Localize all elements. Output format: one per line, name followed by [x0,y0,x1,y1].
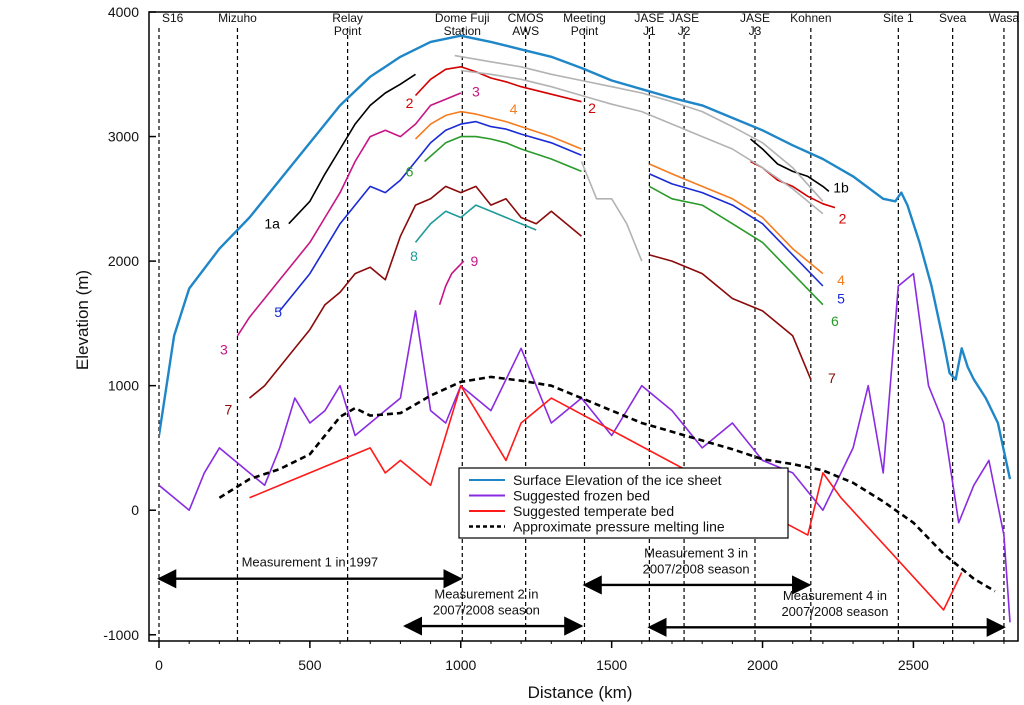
station-label: J3 [749,24,762,38]
x-axis-title: Distance (km) [528,683,633,702]
station-label: JASE [634,11,664,25]
station-label: Wasa [989,11,1020,25]
legend-entry: Approximate pressure melting line [513,519,725,535]
station-label: JASE [740,11,770,25]
series-line [649,185,824,306]
series-line [249,384,963,611]
station-label: Meeting [563,11,606,25]
station-label: Kohnen [790,11,831,25]
legend-entry: Surface Elevation of the ice sheet [513,472,722,488]
station-label: J2 [678,24,691,38]
curve-number-label: 6 [831,313,839,329]
station-label: S16 [162,11,184,25]
curve-number-label: 7 [828,370,836,386]
station-label: Site 1 [883,11,914,25]
y-tick-label: 2000 [108,253,139,269]
station-label: Point [334,24,362,38]
station-label: CMOS [508,11,544,25]
y-tick-label: 4000 [108,4,139,20]
station-label: J1 [643,24,656,38]
x-tick-label: 1500 [596,657,627,673]
y-tick-label: 3000 [108,129,139,145]
x-tick-label: 1000 [445,657,476,673]
curve-labels: 1a 2 3 4 2 6 8 9 5 3 7 1b 2 4 5 6 7 [220,84,849,418]
legend-box [458,467,789,539]
curve-number-label: 2 [588,100,596,116]
measurement-label: 2007/2008 season [433,603,540,618]
legend: Surface Elevation of the ice sheetSugges… [458,467,789,539]
series-line [749,138,830,193]
series-line [218,375,996,593]
x-tick-label: 2500 [898,657,929,673]
x-tick-label: 0 [155,657,163,673]
series-line [236,92,462,337]
series-lines [159,34,1012,623]
station-label: AWS [512,24,539,38]
curve-number-label: 4 [837,272,845,288]
legend-entry: Suggested frozen bed [513,488,650,504]
legend-entry: Suggested temperate bed [513,503,674,519]
station-label: Mizuho [218,11,257,25]
series-line [279,120,582,312]
measurement-label: 2007/2008 season [781,604,888,619]
series-line [424,135,582,173]
curve-number-label: 5 [837,290,845,306]
station-label: Station [444,24,481,38]
x-tick-label: 500 [298,657,322,673]
axes: 0 500 1000 1500 2000 2500 -1000 0 1000 2000 3000 40… [103,4,1019,673]
curve-number-label: 2 [839,211,847,227]
station-label: Point [571,24,599,38]
y-tick-label: 0 [131,502,139,518]
curve-number-label: 1a [264,216,280,232]
curve-number-label: 1b [833,180,849,196]
curve-number-label: 8 [410,248,418,264]
measurement-label: Measurement 2 in [434,587,538,602]
curve-number-label: 2 [406,95,414,111]
series-line [414,204,537,243]
y-axis-title: Elevation (m) [73,270,92,370]
series-line [159,272,1011,623]
series-line [649,173,824,287]
series-line [649,163,824,275]
series-line [454,54,824,202]
curve-number-label: 3 [472,84,480,100]
measurement-label: 2007/2008 season [643,562,750,577]
series-line [438,260,465,305]
station-label: Relay [332,11,363,25]
y-tick-label: -1000 [103,627,139,643]
curve-number-label: 4 [510,101,518,117]
curve-number-label: 6 [406,163,414,179]
series-line [460,69,824,215]
x-tick-label: 2000 [747,657,778,673]
series-line [159,34,1012,480]
series-line [414,66,582,103]
station-label: JASE [669,11,699,25]
series-line [580,161,643,262]
series-line [248,185,583,399]
station-label: Svea [939,11,967,25]
measurement-label: Measurement 1 in 1997 [242,554,379,569]
measurement-label: Measurement 3 in [644,546,748,561]
measurement-label: Measurement 4 in [783,588,887,603]
series-line [288,73,416,225]
y-tick-label: 1000 [108,378,139,394]
station-label: Dome Fuji [435,11,490,25]
curve-number-label: 5 [274,304,282,320]
curve-number-label: 9 [470,253,478,269]
curve-number-label: 7 [225,401,233,417]
series-line [649,254,812,380]
curve-number-label: 3 [220,342,228,358]
series-line [414,110,582,150]
plot-frame [148,11,1019,642]
